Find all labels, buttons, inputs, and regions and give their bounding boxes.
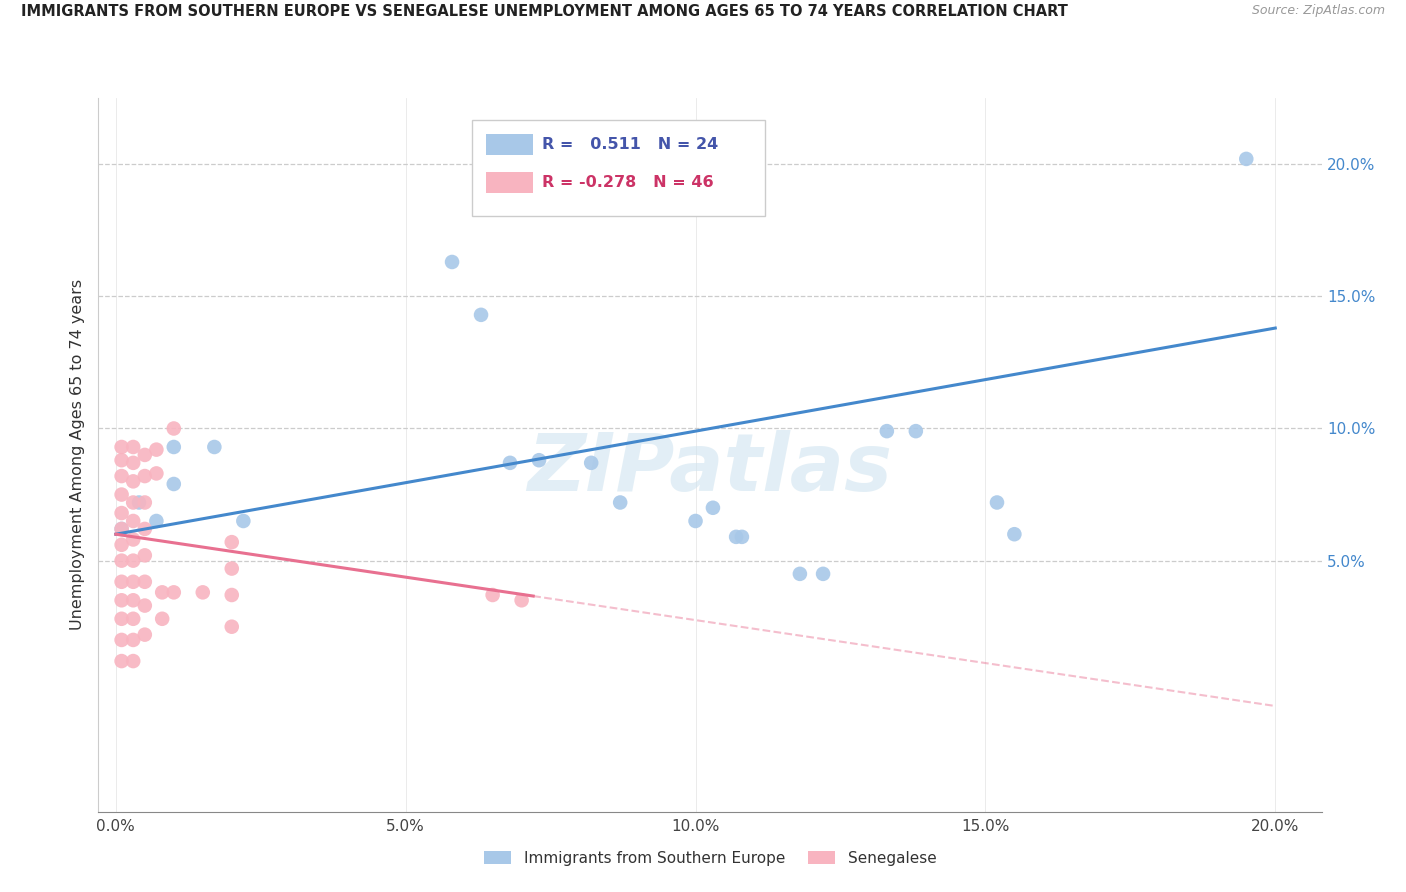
Point	[579, 456, 602, 470]
Point	[221, 561, 243, 575]
Point	[122, 593, 145, 607]
Legend: Immigrants from Southern Europe, Senegalese: Immigrants from Southern Europe, Senegal…	[478, 845, 942, 871]
Point	[122, 514, 145, 528]
Point	[163, 421, 186, 435]
Point	[470, 308, 492, 322]
Point	[499, 456, 522, 470]
Point	[122, 440, 145, 454]
Point	[145, 442, 167, 457]
Point	[110, 440, 132, 454]
Text: IMMIGRANTS FROM SOUTHERN EUROPE VS SENEGALESE UNEMPLOYMENT AMONG AGES 65 TO 74 Y: IMMIGRANTS FROM SOUTHERN EUROPE VS SENEG…	[21, 4, 1069, 20]
Point	[110, 654, 132, 668]
Point	[191, 585, 214, 599]
Text: Source: ZipAtlas.com: Source: ZipAtlas.com	[1251, 4, 1385, 18]
Point	[122, 456, 145, 470]
Point	[122, 632, 145, 647]
Point	[110, 522, 132, 536]
FancyBboxPatch shape	[471, 120, 765, 216]
Point	[134, 599, 156, 613]
Point	[232, 514, 254, 528]
Point	[110, 632, 132, 647]
Point	[986, 495, 1008, 509]
Point	[134, 627, 156, 641]
Text: R = -0.278   N = 46: R = -0.278 N = 46	[543, 175, 714, 190]
Point	[122, 654, 145, 668]
Point	[110, 522, 132, 536]
Point	[789, 566, 811, 581]
Point	[110, 453, 132, 467]
Point	[122, 475, 145, 489]
Point	[527, 453, 550, 467]
Point	[163, 585, 186, 599]
Point	[145, 467, 167, 481]
Point	[609, 495, 631, 509]
Point	[731, 530, 754, 544]
Point	[110, 538, 132, 552]
Point	[134, 574, 156, 589]
Point	[811, 566, 834, 581]
Point	[110, 574, 132, 589]
Point	[122, 574, 145, 589]
Point	[134, 522, 156, 536]
Point	[122, 533, 145, 547]
Point	[510, 593, 533, 607]
Point	[150, 612, 173, 626]
FancyBboxPatch shape	[486, 171, 533, 193]
Point	[110, 593, 132, 607]
Point	[221, 620, 243, 634]
Text: ZIPatlas: ZIPatlas	[527, 430, 893, 508]
Point	[134, 549, 156, 563]
FancyBboxPatch shape	[486, 134, 533, 155]
Point	[150, 585, 173, 599]
Point	[1002, 527, 1025, 541]
Point	[481, 588, 503, 602]
Point	[110, 612, 132, 626]
Point	[163, 477, 186, 491]
Point	[134, 495, 156, 509]
Point	[904, 424, 927, 438]
Point	[702, 500, 724, 515]
Point	[128, 495, 150, 509]
Point	[134, 469, 156, 483]
Y-axis label: Unemployment Among Ages 65 to 74 years: Unemployment Among Ages 65 to 74 years	[70, 279, 86, 631]
Point	[685, 514, 707, 528]
Point	[163, 440, 186, 454]
Point	[110, 487, 132, 501]
Point	[876, 424, 898, 438]
Text: R =   0.511   N = 24: R = 0.511 N = 24	[543, 137, 718, 152]
Point	[221, 588, 243, 602]
Point	[110, 506, 132, 520]
Point	[110, 469, 132, 483]
Point	[134, 448, 156, 462]
Point	[145, 514, 167, 528]
Point	[441, 255, 464, 269]
Point	[122, 495, 145, 509]
Point	[725, 530, 748, 544]
Point	[122, 554, 145, 568]
Point	[221, 535, 243, 549]
Point	[110, 554, 132, 568]
Point	[202, 440, 225, 454]
Point	[1234, 152, 1257, 166]
Point	[122, 612, 145, 626]
